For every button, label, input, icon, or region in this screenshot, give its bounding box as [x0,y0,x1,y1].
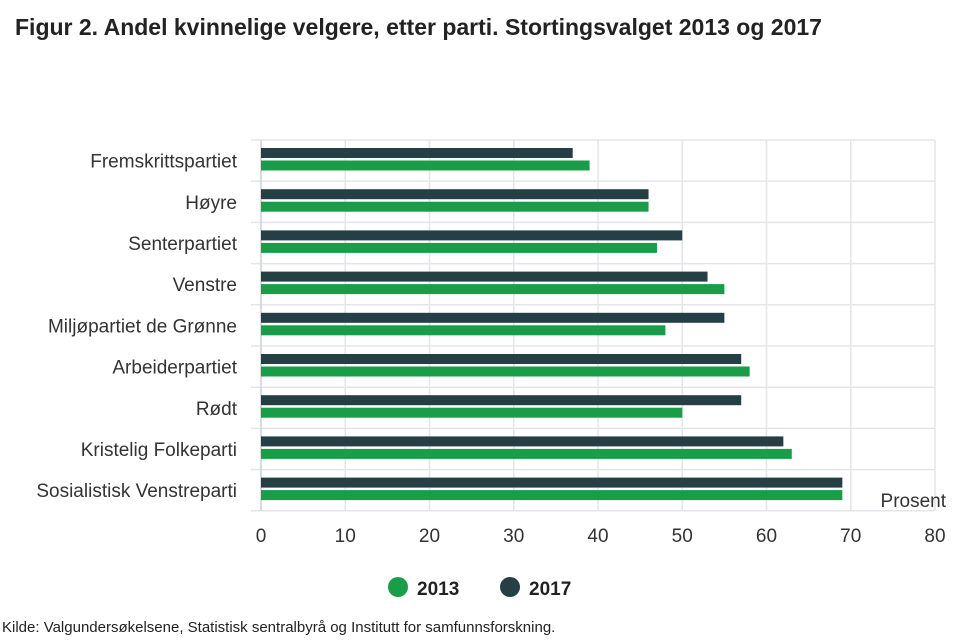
bar-2013 [261,490,843,501]
source-note: Kilde: Valgundersøkelsene, Statistisk se… [2,619,556,636]
legend-label: 2017 [529,579,571,600]
category-label: Senterpartiet [128,234,238,255]
category-label: Rødt [196,399,238,420]
category-label: Venstre [173,275,237,296]
x-axis-label: Prosent [881,491,947,512]
x-tick-label: 10 [335,526,356,547]
x-tick-label: 20 [419,526,440,547]
bar-2017 [261,354,742,364]
x-tick-label: 30 [503,526,524,547]
bar-2017 [261,148,573,158]
category-label: Høyre [185,193,237,214]
bar-2013 [261,407,683,418]
bar-2017 [261,189,649,200]
bar-2017 [261,271,708,282]
legend-label: 2013 [417,579,459,600]
bar-2013 [261,242,657,253]
legend-marker-2017 [500,577,520,597]
x-tick-label: 50 [672,526,693,547]
bar-2013 [261,284,725,295]
chart-title: Figur 2. Andel kvinnelige velgere, etter… [15,14,822,40]
bar-2017 [261,230,683,241]
legend-marker-2013 [388,577,408,597]
bar-2013 [261,366,750,377]
x-tick-label: 0 [256,526,267,547]
bar-2017 [261,477,843,488]
bar-2017 [261,395,742,406]
category-label: Kristelig Folkeparti [81,440,237,461]
bar-2013 [261,201,649,212]
x-tick-label: 60 [756,526,777,547]
bar-2013 [261,325,666,336]
x-tick-label: 70 [840,526,861,547]
bar-2013 [261,448,792,459]
category-label: Arbeiderpartiet [112,358,237,379]
bar-2013 [261,160,590,171]
category-label: Miljøpartiet de Grønne [48,316,237,337]
category-label: Fremskrittspartiet [90,152,237,173]
category-label: Sosialistisk Venstreparti [36,481,237,502]
x-tick-label: 40 [587,526,608,547]
bar-2017 [261,436,784,447]
bar-2017 [261,312,725,323]
x-tick-label: 80 [924,526,945,547]
